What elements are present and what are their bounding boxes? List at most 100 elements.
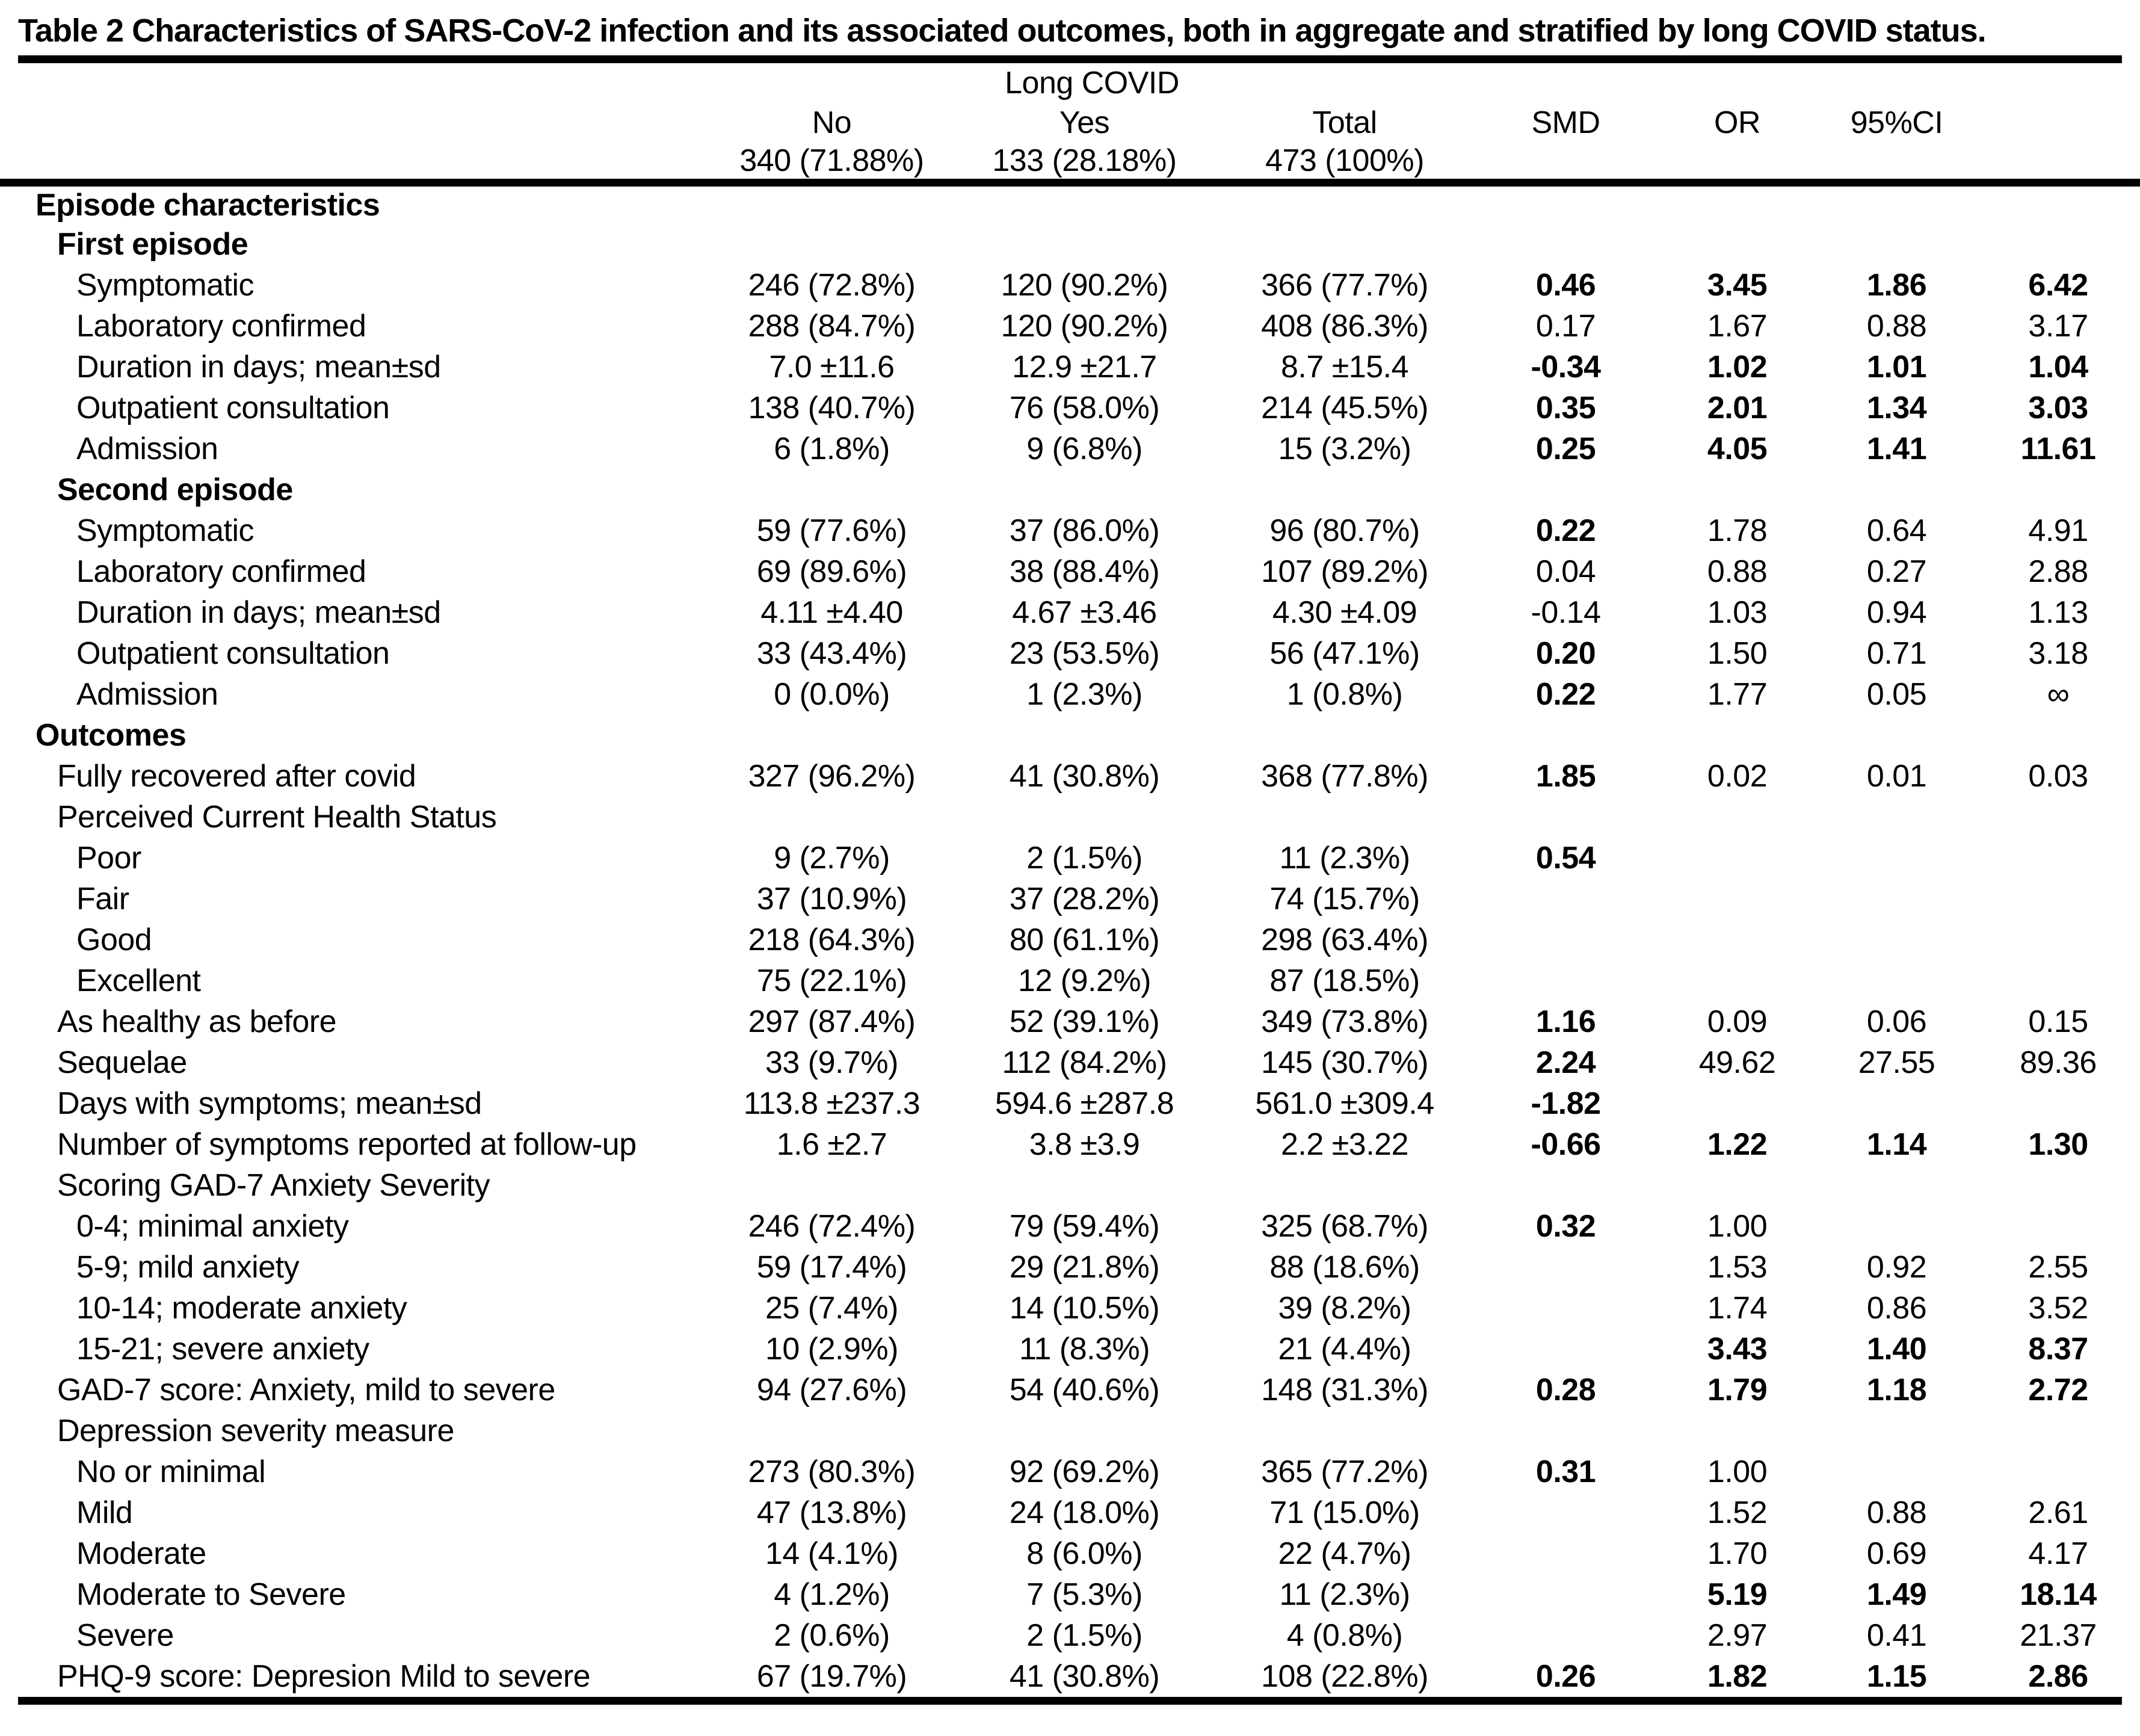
cell-no: 9 (2.7%) [774, 840, 890, 876]
cell-total: 214 (45.5%) [1261, 390, 1428, 425]
cell-ci-lower [1817, 879, 1976, 919]
row-label: Severe [76, 1617, 174, 1653]
empty-header-cell [0, 103, 710, 143]
cell-no: 14 (4.1%) [765, 1536, 898, 1571]
row-label: As healthy as before [57, 1004, 337, 1039]
cell-total: 11 (2.3%) [1279, 840, 1410, 876]
col-header-smd: SMD [1531, 105, 1601, 140]
cell-total: 2.2 ±3.22 [1281, 1126, 1408, 1162]
cell-total: 96 (80.7%) [1269, 513, 1420, 548]
cell-smd [1474, 183, 1657, 224]
count-total: 473 (100%) [1215, 143, 1475, 187]
cell-yes: 12 (9.2%) [1018, 963, 1151, 998]
cell-ci-upper: 8.37 [2028, 1331, 2088, 1367]
empty-header-cell [1474, 63, 2140, 103]
table-row: 0-4; minimal anxiety 246 (72.4%) 79 (59.4%… [0, 1206, 2140, 1247]
cell-ci-upper: ∞ [2047, 676, 2070, 712]
cell-total: 4.30 ±4.09 [1272, 595, 1417, 630]
cell-or: 1.50 [1707, 635, 1768, 671]
cell-no [710, 797, 954, 838]
cell-or: 0.88 [1707, 554, 1768, 589]
cell-yes: 12.9 ±21.7 [1012, 349, 1157, 385]
cell-yes: 41 (30.8%) [1009, 1658, 1160, 1694]
cell-smd [1474, 1492, 1657, 1533]
cell-or: 49.62 [1698, 1045, 1776, 1080]
cell-yes: 7 (5.3%) [1026, 1577, 1142, 1612]
cell-total [1215, 1165, 1474, 1206]
cell-yes [954, 1410, 1215, 1451]
cell-ci-lower: 1.14 [1866, 1126, 1927, 1162]
row-label: Outpatient consultation [76, 390, 390, 425]
cell-smd: -1.82 [1531, 1086, 1602, 1121]
cell-smd: 0.26 [1535, 1658, 1596, 1694]
cell-ci-upper: 2.72 [2028, 1372, 2088, 1407]
cell-smd: -0.66 [1531, 1126, 1602, 1162]
cell-ci-lower: 0.01 [1866, 758, 1927, 794]
cell-no: 246 (72.8%) [748, 267, 916, 303]
cell-ci-lower [1817, 838, 1976, 879]
cell-or [1657, 879, 1817, 919]
row-label: Fair [76, 881, 129, 916]
cell-or: 2.01 [1707, 390, 1768, 425]
cell-smd: 0.25 [1535, 431, 1596, 466]
table-row: Fair 37 (10.9%) 37 (28.2%) 74 (15.7%) [0, 879, 2140, 919]
cell-yes: 2 (1.5%) [1026, 1617, 1142, 1653]
cell-no: 138 (40.7%) [748, 390, 916, 425]
cell-ci-upper: 1.04 [2028, 349, 2088, 385]
cell-smd: -0.34 [1531, 349, 1602, 385]
cell-total: 368 (77.8%) [1261, 758, 1428, 794]
cell-or: 2.97 [1707, 1617, 1768, 1653]
cell-total: 15 (3.2%) [1278, 431, 1411, 466]
cell-ci-upper [1976, 715, 2140, 756]
cell-no [710, 715, 954, 756]
cell-yes: 9 (6.8%) [1026, 431, 1142, 466]
cell-smd [1474, 960, 1657, 1001]
cell-total: 366 (77.7%) [1261, 267, 1428, 303]
col-header-ci: 95%CI [1850, 105, 1943, 140]
row-label: Admission [76, 431, 218, 466]
row-label: Laboratory confirmed [76, 554, 366, 589]
cell-no: 33 (43.4%) [756, 635, 907, 671]
cell-total [1215, 183, 1474, 224]
cell-smd: 0.32 [1535, 1208, 1596, 1244]
cell-ci-lower: 0.86 [1866, 1290, 1927, 1326]
cell-or: 1.00 [1707, 1208, 1768, 1244]
count-no: 340 (71.88%) [710, 143, 954, 187]
table-row: Depression severity measure [0, 1410, 2140, 1451]
cell-or: 1.52 [1707, 1495, 1768, 1530]
cell-yes: 120 (90.2%) [1001, 267, 1168, 303]
cell-or [1657, 1410, 1817, 1451]
cell-total [1215, 469, 1474, 510]
cell-ci-upper [1976, 1165, 2140, 1206]
cell-yes: 37 (86.0%) [1009, 513, 1160, 548]
table-row: 15-21; severe anxiety 10 (2.9%) 11 (8.3%) 2… [0, 1329, 2140, 1370]
cell-ci-lower: 0.69 [1866, 1536, 1927, 1571]
cell-no: 4 (1.2%) [774, 1577, 890, 1612]
cell-total: 22 (4.7%) [1278, 1536, 1411, 1571]
cell-ci-lower: 0.27 [1866, 554, 1927, 589]
table-row: Duration in days; mean±sd 7.0 ±11.6 12.9 ±… [0, 347, 2140, 388]
cell-ci-lower [1817, 1451, 1976, 1492]
cell-yes: 79 (59.4%) [1009, 1208, 1160, 1244]
cell-ci-upper [1976, 879, 2140, 919]
cell-total: 74 (15.7%) [1269, 881, 1420, 916]
table-row: Moderate 14 (4.1%) 8 (6.0%) 22 (4.7%) 1.70 0.… [0, 1533, 2140, 1574]
row-label: Duration in days; mean±sd [76, 595, 441, 630]
cell-smd: 0.35 [1535, 390, 1596, 425]
cell-total: 349 (73.8%) [1261, 1004, 1428, 1039]
cell-ci-upper: 3.18 [2028, 635, 2088, 671]
cell-smd [1474, 469, 1657, 510]
row-label: Fully recovered after covid [57, 758, 416, 794]
cell-ci-upper: 4.17 [2028, 1536, 2088, 1571]
table-row: Sequelae 33 (9.7%) 112 (84.2%) 145 (30.7%) 2… [0, 1042, 2140, 1083]
table-row: Admission 0 (0.0%) 1 (2.3%) 1 (0.8%) 0.22 1.7… [0, 674, 2140, 715]
cell-no: 69 (89.6%) [756, 554, 907, 589]
cell-total: 107 (89.2%) [1261, 554, 1428, 589]
cell-ci-lower: 0.71 [1866, 635, 1927, 671]
table-row: Outpatient consultation 33 (43.4%) 23 (53.… [0, 633, 2140, 674]
cell-ci-upper: 11.61 [2020, 431, 2096, 466]
cell-or: 1.74 [1707, 1290, 1768, 1326]
cell-no [710, 1165, 954, 1206]
cell-yes: 120 (90.2%) [1001, 308, 1168, 344]
cell-yes: 76 (58.0%) [1009, 390, 1160, 425]
